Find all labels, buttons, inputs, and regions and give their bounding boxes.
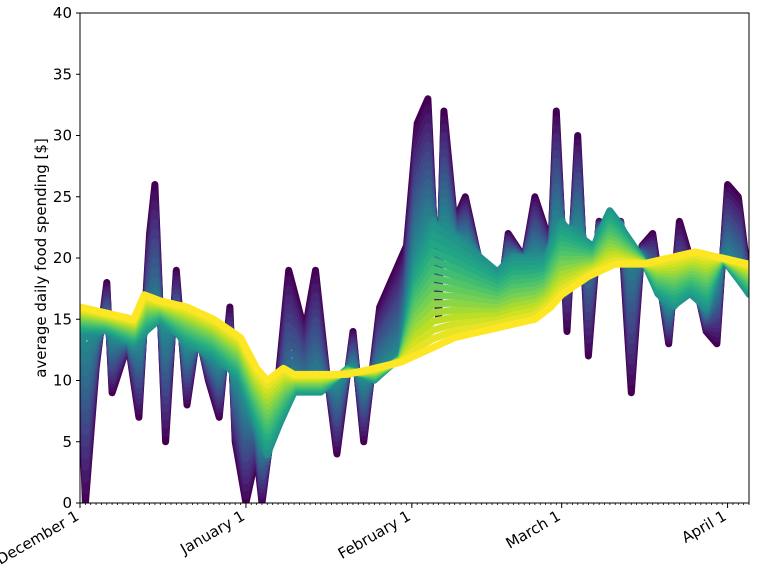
- y-tick-label: 20: [53, 249, 72, 267]
- y-tick-label: 0: [62, 494, 72, 512]
- x-tick-label: January 1: [176, 507, 248, 559]
- y-axis: 0 5 10 15 20 25 30 35 40: [53, 4, 80, 512]
- y-tick-label: 35: [53, 65, 72, 83]
- series-lines: [80, 95, 749, 503]
- series-line-30: [80, 248, 749, 384]
- x-tick-label: March 1: [503, 507, 564, 553]
- y-tick-label: 10: [53, 372, 72, 390]
- y-tick-label: 5: [62, 433, 72, 451]
- x-tick-label: December 1: [0, 507, 82, 569]
- x-tick-label: February 1: [335, 507, 414, 563]
- y-tick-label: 25: [53, 188, 72, 206]
- x-tick-label: April 1: [678, 507, 729, 547]
- x-axis: December 1 January 1 February 1 March 1 Apri…: [0, 503, 750, 569]
- y-tick-label: 40: [53, 4, 72, 22]
- y-axis-label: average daily food spending [$]: [32, 138, 50, 378]
- y-tick-label: 15: [53, 310, 72, 328]
- y-tick-label: 30: [53, 127, 72, 145]
